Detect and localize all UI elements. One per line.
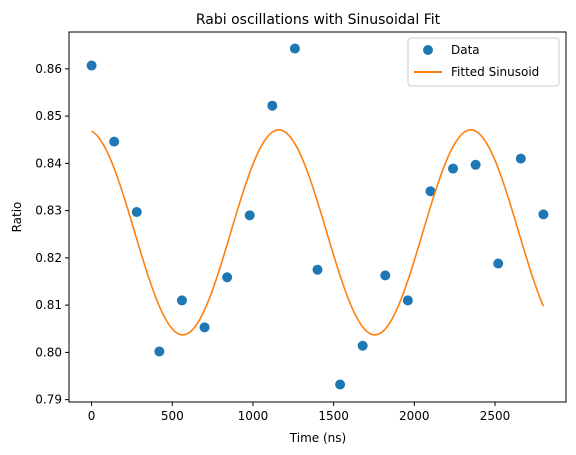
x-axis-label: Time (ns): [289, 431, 346, 445]
data-point: [312, 264, 323, 275]
data-point: [425, 186, 436, 197]
legend-label-fit: Fitted Sinusoid: [451, 65, 539, 79]
x-tick-label: 2500: [480, 409, 511, 423]
data-point: [154, 346, 165, 357]
y-tick-label: 0.84: [35, 156, 62, 170]
y-axis: 0.79 0.80 0.81 0.82 0.83 0.84 0.85 0.86: [35, 62, 69, 407]
data-point: [515, 153, 526, 164]
data-point: [199, 322, 210, 333]
fit-line: [91, 129, 545, 336]
y-tick-label: 0.85: [35, 109, 62, 123]
y-tick-label: 0.82: [35, 251, 62, 265]
x-tick-label: 0: [88, 409, 96, 423]
x-tick-label: 500: [161, 409, 184, 423]
plot-area: [86, 43, 549, 390]
data-point: [176, 295, 187, 306]
data-point: [244, 210, 255, 221]
chart-title: Rabi oscillations with Sinusoidal Fit: [196, 12, 441, 28]
data-point: [493, 258, 504, 269]
x-tick-label: 1000: [238, 409, 269, 423]
y-axis-label: Ratio: [10, 202, 24, 233]
data-point: [335, 379, 346, 390]
data-point: [267, 100, 278, 111]
data-point: [289, 43, 300, 54]
data-point: [538, 209, 549, 220]
plot-frame: [68, 31, 567, 403]
y-tick-label: 0.83: [35, 204, 62, 218]
x-axis: 0 500 1000 1500 2000 2500: [88, 402, 511, 423]
legend: Data Fitted Sinusoid: [407, 37, 560, 87]
data-point: [131, 207, 142, 218]
data-point: [357, 340, 368, 351]
legend-marker-data: [423, 45, 433, 55]
legend-box: [407, 37, 560, 87]
data-point: [470, 159, 481, 170]
y-tick-label: 0.81: [35, 298, 62, 312]
y-tick-label: 0.79: [35, 393, 62, 407]
y-tick-label: 0.86: [35, 62, 62, 76]
data-point: [448, 163, 459, 174]
data-point: [402, 295, 413, 306]
y-tick-label: 0.80: [35, 345, 62, 359]
data-point: [109, 136, 120, 147]
legend-label-data: Data: [451, 43, 480, 57]
x-tick-label: 2000: [399, 409, 430, 423]
data-point: [86, 60, 97, 71]
data-point: [380, 270, 391, 281]
x-tick-label: 1500: [318, 409, 349, 423]
data-point: [222, 272, 233, 283]
